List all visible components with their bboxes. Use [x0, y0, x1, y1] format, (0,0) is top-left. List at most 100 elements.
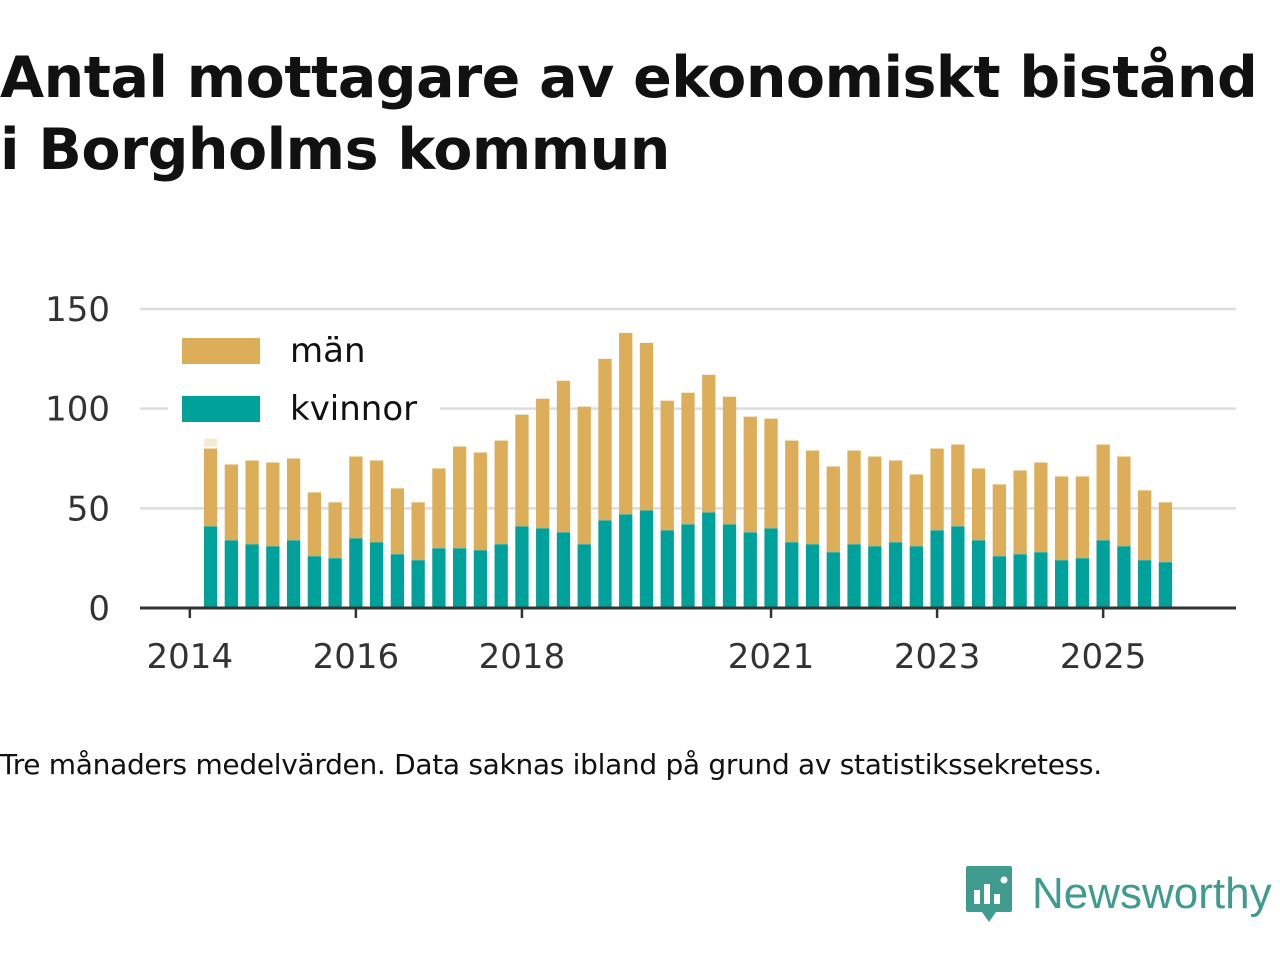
legend-swatch-kvinnor — [182, 396, 260, 422]
bar-man — [349, 456, 363, 539]
chart-title: Antal mottagare av ekonomiskt bistånd i … — [0, 42, 1280, 186]
y-tick-label: 50 — [67, 489, 110, 529]
bar-man — [1158, 502, 1173, 563]
y-tick-label: 0 — [88, 589, 110, 629]
bar-kvinnor — [1054, 560, 1069, 608]
x-tick-label: 2025 — [1060, 637, 1147, 677]
bar-kvinnor — [203, 526, 218, 608]
stacked-bar-chart: 0 50 100 150 män kvinnor 2014 2016 2018 2021 202… — [45, 290, 1236, 677]
x-tick-label: 2018 — [479, 637, 566, 677]
bar-man — [764, 418, 778, 529]
bar-man — [805, 450, 820, 545]
bar-kvinnor — [1096, 540, 1110, 608]
bar-kvinnor — [494, 544, 508, 608]
bar-kvinnor — [598, 520, 612, 608]
bar-man — [909, 474, 923, 547]
x-axis-tick-labels: 2014 2016 2018 2021 2023 2025 — [147, 637, 1147, 677]
bar-kvinnor — [390, 554, 405, 608]
bar-man — [826, 466, 840, 553]
bar-kvinnor — [868, 546, 882, 608]
chart-title-line-2: i Borgholms kommun — [0, 117, 670, 183]
x-tick-label: 2016 — [313, 637, 400, 677]
bar-man — [307, 492, 322, 557]
bar-kvinnor — [349, 538, 363, 608]
legend-label-man: män — [290, 331, 366, 371]
bar-man — [411, 502, 425, 561]
bar-man — [369, 460, 384, 543]
bar-kvinnor — [743, 532, 757, 608]
bar-man — [660, 400, 674, 531]
bar-man — [286, 458, 301, 541]
bar-man — [743, 416, 757, 533]
bar-kvinnor — [639, 510, 654, 608]
bar-kvinnor — [453, 548, 467, 608]
newsworthy-brand-name: Newsworthy — [1032, 869, 1272, 918]
bar-kvinnor — [971, 540, 986, 608]
bar-man — [203, 448, 218, 527]
bar-kvinnor — [266, 546, 280, 608]
bar-kvinnor — [888, 542, 903, 608]
bar-man — [453, 446, 467, 549]
bar-man — [951, 444, 965, 527]
bar-kvinnor — [1034, 552, 1048, 608]
bar-man — [930, 448, 944, 531]
bar-man — [224, 464, 238, 541]
bar-man — [702, 374, 716, 513]
bar-man — [1013, 470, 1027, 555]
bar-kvinnor — [1158, 562, 1173, 608]
bar-kvinnor — [1075, 558, 1090, 608]
bar-kvinnor — [577, 544, 591, 608]
y-axis-tick-labels: 0 50 100 150 — [45, 290, 110, 629]
bar-kvinnor — [556, 532, 571, 608]
bar-man — [328, 502, 342, 559]
bar-kvinnor — [432, 548, 446, 608]
bar-kvinnor — [411, 560, 425, 608]
bar-man — [1117, 456, 1131, 547]
bar-man — [722, 396, 737, 525]
bar-man — [971, 468, 986, 541]
bar-man — [785, 440, 799, 543]
bar-kvinnor — [660, 530, 674, 608]
bar-kvinnor — [847, 544, 861, 608]
bar-man — [1138, 490, 1152, 561]
bar-man — [1075, 476, 1090, 559]
newsworthy-logo-icon — [966, 866, 1012, 922]
bar-kvinnor — [307, 556, 322, 608]
chart-footnote: Tre månaders medelvärden. Data saknas ib… — [0, 748, 1102, 781]
bar-man — [639, 342, 654, 511]
bar-kvinnor — [909, 546, 923, 608]
bar-man — [888, 460, 903, 543]
bar-kvinnor — [702, 512, 716, 608]
bar-kvinnor — [722, 524, 737, 608]
x-tick-label: 2014 — [147, 637, 234, 677]
bar-man — [473, 452, 488, 551]
bar-man — [619, 332, 633, 515]
bar-kvinnor — [805, 544, 820, 608]
bar-man — [1034, 462, 1048, 553]
bar-man — [992, 484, 1007, 557]
bar-man — [556, 380, 571, 533]
bar-man — [577, 406, 591, 545]
bar-missing-data — [203, 438, 218, 447]
bar-kvinnor — [536, 528, 550, 608]
bar-kvinnor — [224, 540, 238, 608]
bar-man — [598, 358, 612, 521]
bars — [203, 332, 1173, 608]
bar-kvinnor — [951, 526, 965, 608]
bar-man — [681, 392, 695, 525]
bar-kvinnor — [1013, 554, 1027, 608]
bar-kvinnor — [245, 544, 259, 608]
bar-man — [847, 450, 861, 545]
x-tick-label: 2023 — [894, 637, 981, 677]
bar-man — [536, 398, 550, 529]
legend: män kvinnor — [168, 324, 440, 436]
bar-man — [1096, 444, 1110, 541]
bar-kvinnor — [369, 542, 384, 608]
bar-kvinnor — [619, 514, 633, 608]
bar-man — [1054, 476, 1069, 561]
bar-man — [432, 468, 446, 549]
bar-kvinnor — [764, 528, 778, 608]
legend-label-kvinnor: kvinnor — [290, 389, 417, 429]
bar-man — [390, 488, 405, 555]
x-axis — [140, 606, 1236, 618]
